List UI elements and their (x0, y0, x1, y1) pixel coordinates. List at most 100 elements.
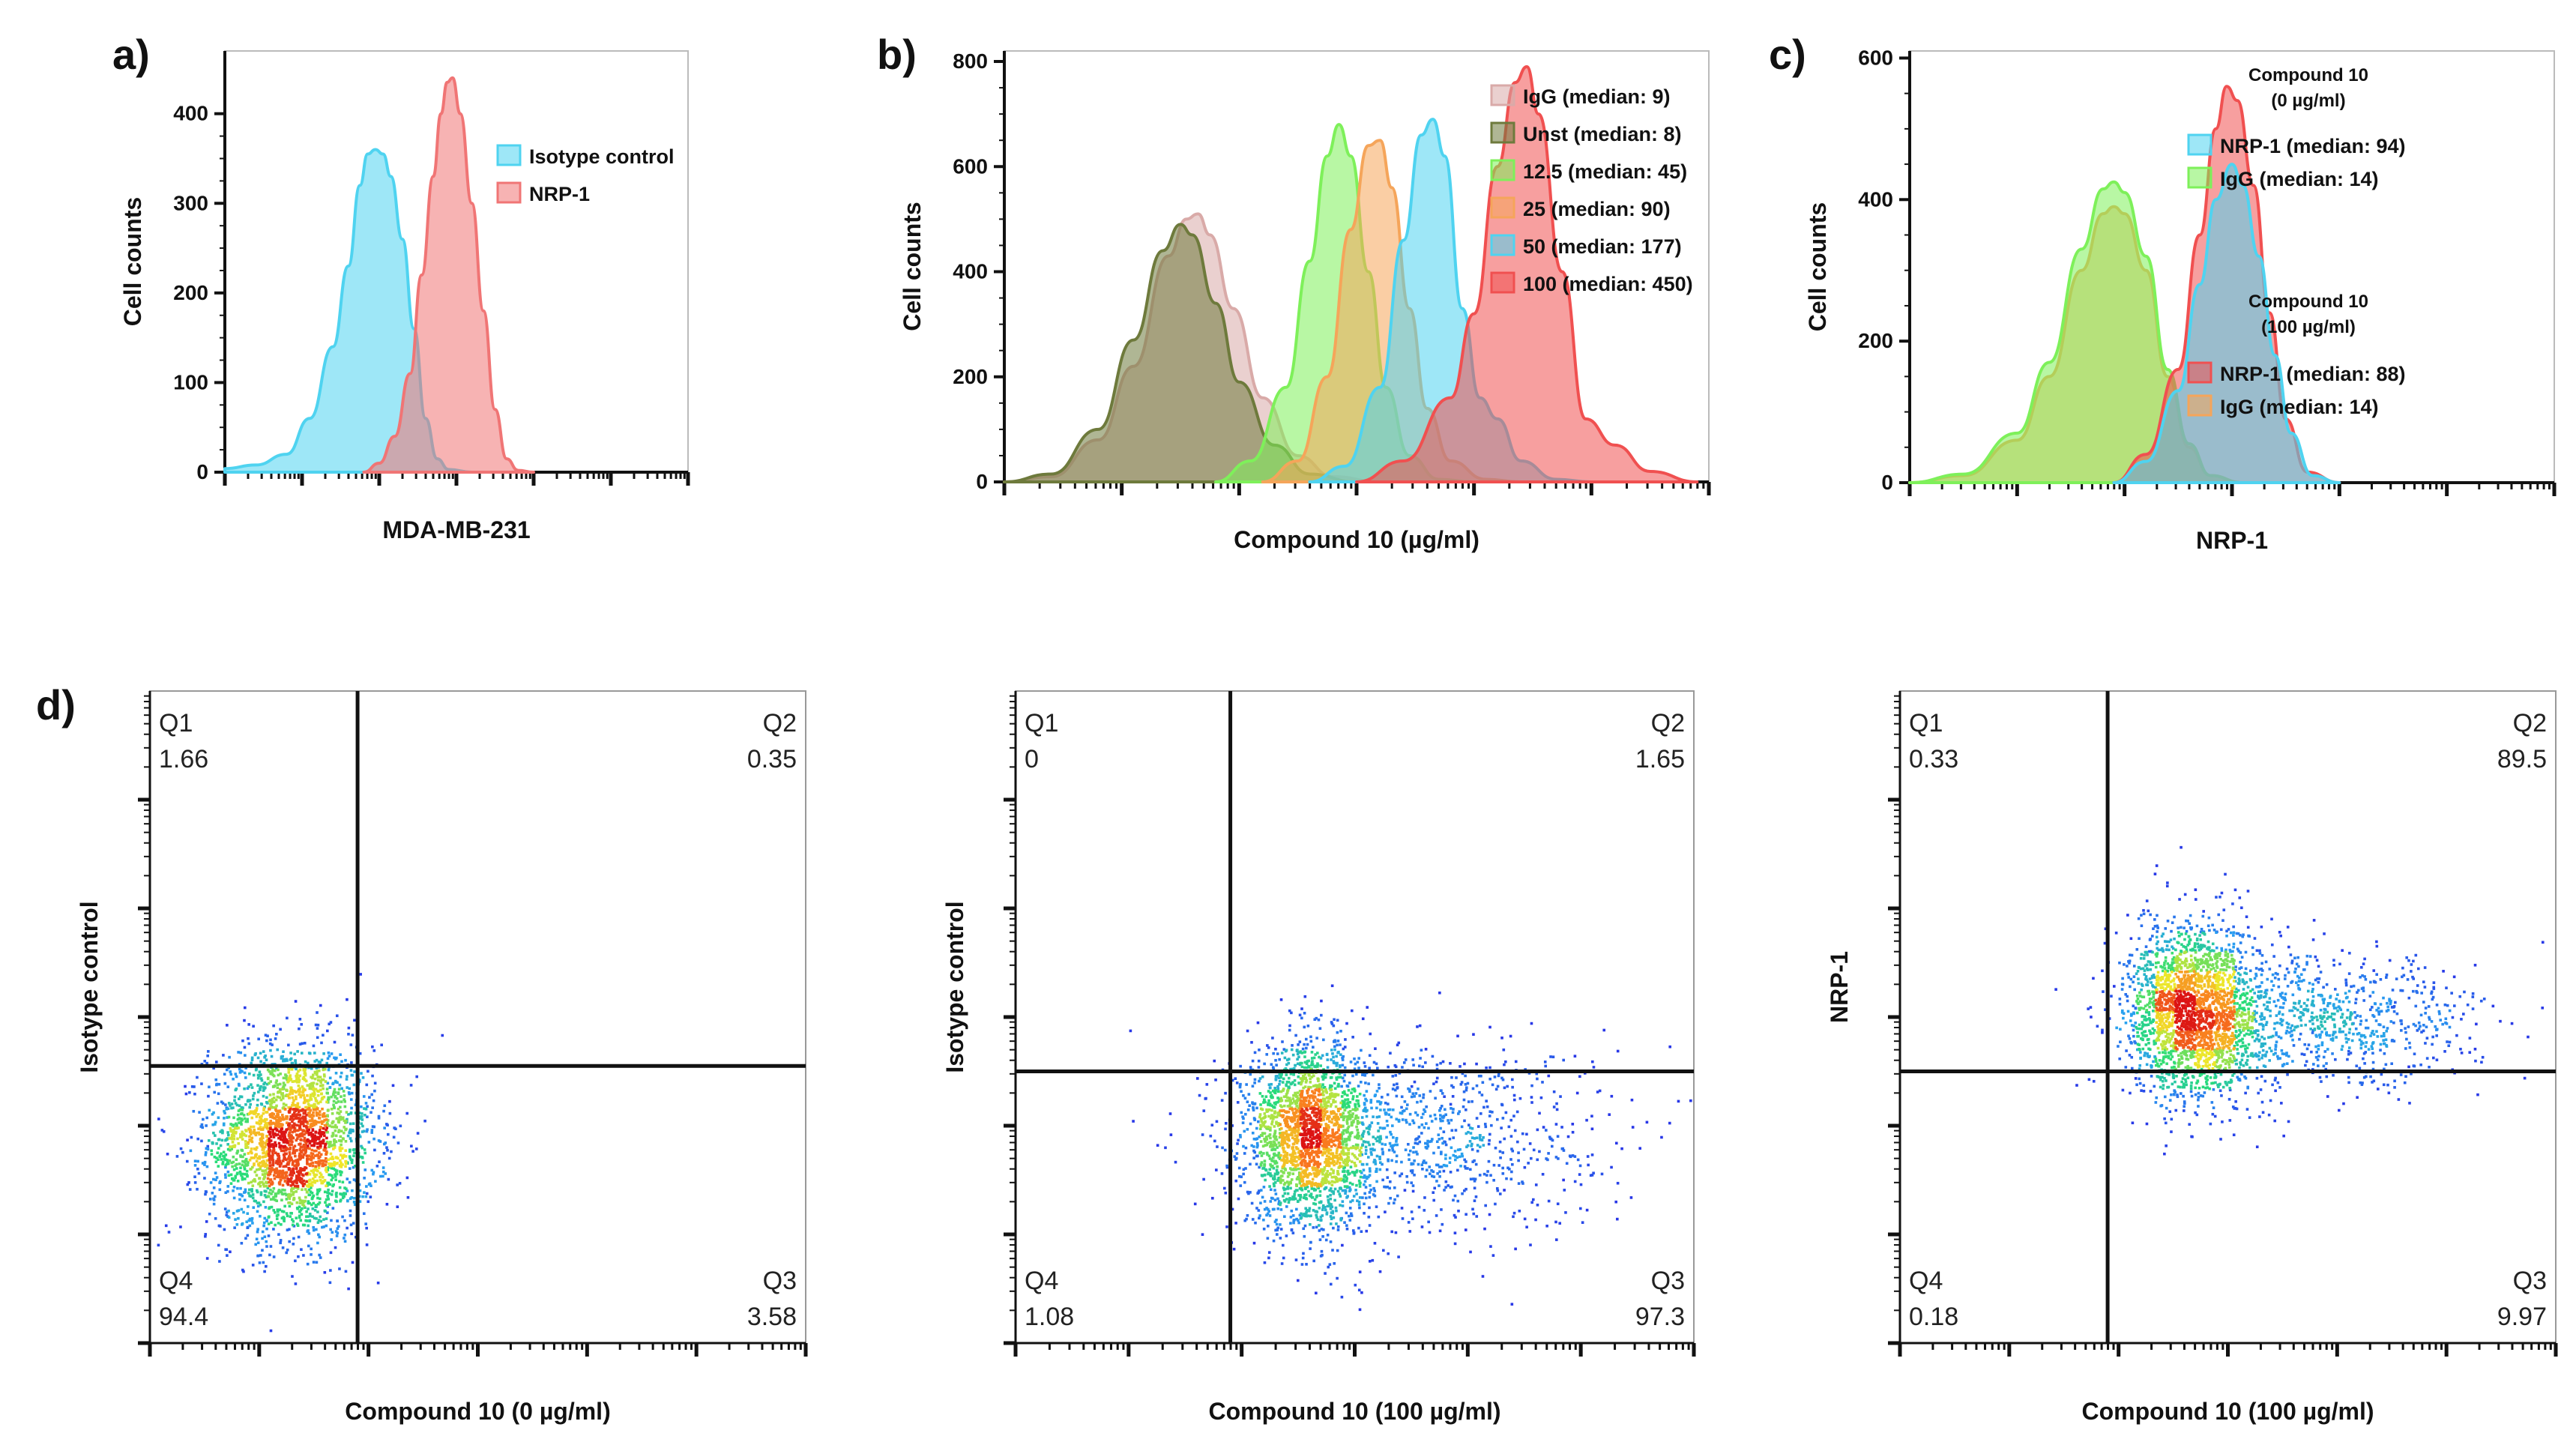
event-dot (1530, 1084, 1533, 1087)
event-dot (336, 1231, 340, 1235)
event-dot (217, 1147, 220, 1150)
event-dot (268, 1132, 271, 1136)
event-dot (353, 1203, 357, 1207)
event-dot (224, 1248, 227, 1251)
event-dot (271, 1163, 274, 1166)
event-dot (1424, 1141, 1427, 1145)
event-dot (1342, 1142, 1345, 1146)
event-dot (282, 1159, 285, 1162)
event-dot (1304, 1213, 1307, 1216)
event-dot (205, 1147, 208, 1150)
event-dot (1290, 1011, 1293, 1015)
event-dot (414, 1147, 418, 1150)
event-dot (299, 1128, 302, 1131)
event-dot (1324, 1073, 1328, 1076)
event-dot (344, 1160, 347, 1163)
event-dot (1273, 1159, 1276, 1163)
event-dot (270, 1192, 273, 1195)
event-dot (1355, 1170, 1358, 1174)
event-dot (1442, 1163, 1446, 1167)
event-dot (349, 1043, 353, 1046)
event-dot (1315, 1016, 1318, 1020)
event-dot (256, 1241, 260, 1245)
event-dot (1336, 1076, 1340, 1079)
event-dot (1306, 1025, 1310, 1028)
event-dot (223, 1109, 226, 1113)
event-dot (1333, 1198, 1336, 1202)
event-dot (319, 1084, 322, 1087)
event-dot (333, 1087, 337, 1091)
event-dot (279, 1090, 282, 1094)
event-dot (1237, 1166, 1241, 1170)
event-dot (316, 1023, 320, 1027)
event-dot (1363, 1211, 1366, 1215)
event-dot (1389, 1052, 1392, 1055)
event-dot (1353, 1087, 1356, 1090)
event-dot (235, 1075, 238, 1079)
event-dot (227, 1216, 231, 1219)
event-dot (1578, 1164, 1582, 1168)
event-dot (286, 1115, 289, 1118)
event-dot (1404, 1148, 1408, 1152)
event-dot (1454, 1155, 1457, 1158)
event-dot (230, 1106, 233, 1110)
event-dot (1356, 1143, 1360, 1147)
legend-swatch (2187, 166, 2212, 189)
event-dot (341, 1180, 345, 1184)
event-dot (1332, 1055, 1335, 1059)
event-dot (1333, 1261, 1336, 1265)
event-dot (241, 1106, 244, 1109)
event-dot (288, 1153, 292, 1156)
event-dot (239, 1172, 242, 1175)
event-dot (1304, 1207, 1308, 1210)
event-dot (1348, 1214, 1351, 1218)
event-dot (294, 1062, 298, 1065)
event-dot (1360, 1049, 1363, 1052)
event-dot (288, 1197, 292, 1201)
event-dot (261, 1156, 265, 1159)
event-dot (1304, 1037, 1308, 1041)
event-dot (247, 1023, 250, 1026)
event-dot (1291, 1198, 1294, 1201)
event-dot (1602, 1028, 1606, 1032)
event-dot (259, 1117, 263, 1120)
event-dot (1487, 1159, 1491, 1163)
event-dot (277, 1120, 280, 1123)
event-dot (1261, 1174, 1264, 1177)
legend-swatch (2187, 133, 2212, 156)
event-dot (1372, 1115, 1375, 1118)
quadrant-q1-value: 1.66 (159, 745, 208, 773)
event-dot (225, 1210, 229, 1214)
event-dot (272, 1186, 276, 1190)
event-dot (1413, 1173, 1416, 1177)
event-dot (282, 1058, 286, 1061)
event-dot (1302, 1252, 1305, 1255)
event-dot (237, 1051, 240, 1054)
event-dot (256, 1228, 259, 1231)
event-dot (349, 1069, 353, 1072)
event-dot (328, 1055, 331, 1058)
event-dot (1301, 1047, 1305, 1051)
event-dot (373, 1082, 377, 1085)
event-dot (1335, 1076, 1338, 1079)
event-dot (274, 1161, 278, 1165)
event-dot (1423, 1209, 1426, 1212)
event-dot (1504, 1060, 1507, 1064)
event-dot (336, 1111, 340, 1114)
event-dot (298, 1205, 301, 1209)
event-dot (303, 1138, 306, 1142)
event-dot (233, 1145, 236, 1148)
event-dot (226, 1170, 230, 1174)
event-dot (295, 1201, 299, 1204)
event-dot (1475, 1136, 1479, 1140)
event-dot (157, 1117, 160, 1120)
event-dot (316, 1135, 319, 1139)
event-dot (1297, 1221, 1300, 1225)
event-dot (1267, 1103, 1270, 1106)
event-dot (278, 1116, 281, 1119)
event-dot (1444, 1186, 1447, 1189)
event-dot (1323, 1205, 1327, 1209)
event-dot (319, 1129, 322, 1132)
event-dot (337, 1100, 340, 1103)
event-dot (291, 1124, 294, 1127)
